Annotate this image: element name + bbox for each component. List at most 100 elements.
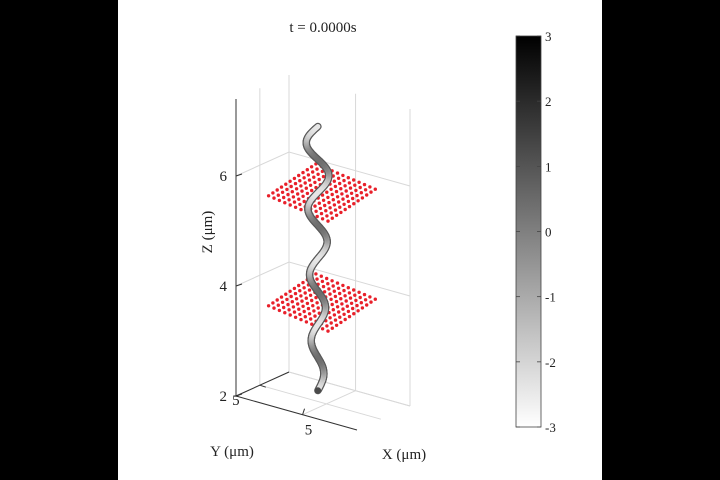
lattice-point <box>287 198 291 202</box>
axes-3d <box>235 75 411 431</box>
grid-line <box>235 151 411 187</box>
lattice-point <box>344 189 348 193</box>
lattice-point <box>321 284 326 289</box>
lattice-point <box>288 203 292 207</box>
lattice-point <box>345 304 349 308</box>
lattice-point <box>315 301 319 305</box>
lattice-point <box>323 203 327 208</box>
lattice-point <box>315 167 319 171</box>
lattice-point <box>335 195 340 199</box>
lattice-point <box>294 297 299 301</box>
lattice-point <box>330 216 334 220</box>
lattice-point <box>314 295 318 300</box>
colorbar-tick-label: 3 <box>545 29 552 44</box>
lattice-point <box>329 321 333 325</box>
lattice-point <box>306 173 311 177</box>
lattice-point <box>283 201 287 205</box>
lattice-point <box>347 314 352 319</box>
lattice-point <box>293 291 298 296</box>
lattice-point <box>266 194 271 198</box>
lattice-point <box>293 205 298 209</box>
lattice-point <box>319 274 323 278</box>
lattice-point <box>340 302 344 306</box>
lattice-point <box>313 314 317 318</box>
lattice-point <box>356 199 360 203</box>
lattice-point <box>318 206 323 211</box>
colorbar-tick-label: -2 <box>545 355 556 370</box>
lattice-point <box>308 293 313 297</box>
lattice-point <box>311 304 315 308</box>
x-tick-label: 5 <box>305 423 313 439</box>
lattice-point <box>319 211 324 216</box>
lattice-point <box>276 303 280 307</box>
grid-line <box>302 390 356 416</box>
lattice-point <box>342 178 346 183</box>
lattice-point <box>327 200 331 205</box>
lattice-point <box>308 183 313 187</box>
lattice-point <box>297 307 301 311</box>
lattice-point <box>266 304 271 308</box>
lattice-point <box>352 178 356 182</box>
x-axis-line <box>235 395 358 431</box>
lattice-point <box>288 313 292 317</box>
lattice-point <box>304 320 309 324</box>
lattice-point <box>358 185 362 190</box>
grid-line <box>235 261 411 297</box>
x-tick <box>302 408 306 415</box>
lattice-point <box>303 291 307 295</box>
lattice-point <box>325 214 329 218</box>
lattice-point <box>294 187 299 191</box>
filament-segment <box>314 124 321 131</box>
lattice-point <box>326 329 330 333</box>
lattice-point <box>331 308 335 312</box>
lattice-point <box>329 297 333 301</box>
filament-end <box>314 387 322 394</box>
lattice-point <box>300 299 304 303</box>
lattice-point <box>325 276 329 281</box>
lattice-point <box>335 171 340 175</box>
lattice-point <box>345 194 349 198</box>
lattice-point <box>303 181 307 185</box>
lattice-point <box>330 302 334 307</box>
lattice-point <box>309 165 314 169</box>
lattice-point <box>303 315 307 319</box>
lattice-point <box>337 310 341 314</box>
lattice-point <box>296 302 300 306</box>
lattice-point <box>284 292 288 296</box>
lattice-point <box>333 208 338 212</box>
lattice-point <box>321 198 326 202</box>
lattice-point <box>346 286 350 290</box>
lattice-point <box>333 294 338 299</box>
lattice-point <box>365 303 369 307</box>
lattice-point <box>357 290 361 294</box>
lattice-point <box>321 174 326 179</box>
lattice-point <box>317 177 321 182</box>
lattice-point <box>283 311 287 315</box>
lattice-point <box>347 291 352 295</box>
lattice-point <box>307 312 312 316</box>
lattice-point <box>355 193 359 198</box>
lattice-point <box>277 198 282 203</box>
lattice-point <box>307 178 312 182</box>
lattice-point <box>330 192 334 197</box>
lattice-point <box>326 195 330 200</box>
lattice-point <box>290 190 294 194</box>
lattice-point <box>346 309 351 314</box>
lattice-point <box>365 193 369 197</box>
lattice-point <box>282 305 286 310</box>
lattice-point <box>280 190 285 194</box>
lattice-point <box>343 294 347 298</box>
lattice-point <box>342 312 346 316</box>
lattice-point <box>352 202 356 206</box>
lattice-point <box>297 283 301 288</box>
lattice-point <box>328 292 332 296</box>
lattice-point <box>362 182 367 187</box>
lattice-point <box>320 327 325 331</box>
lattice-point <box>333 318 338 322</box>
grid-line <box>259 384 381 420</box>
lattice-point <box>348 186 353 190</box>
lattice-point <box>310 322 314 326</box>
lattice-point <box>334 323 339 327</box>
lattice-point <box>368 295 372 299</box>
lattice-point <box>328 206 332 210</box>
